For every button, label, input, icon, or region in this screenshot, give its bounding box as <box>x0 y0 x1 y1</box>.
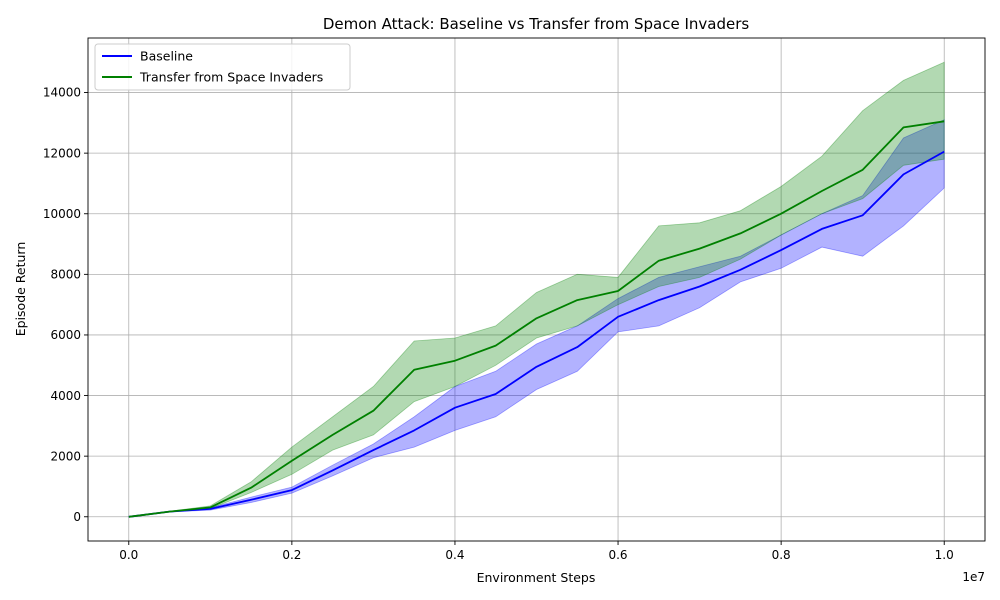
y-tick-label: 2000 <box>50 449 81 463</box>
x-tick-label: 0.2 <box>282 548 301 562</box>
y-tick-label: 8000 <box>50 268 81 282</box>
y-axis-ticks: 0 2000 4000 6000 8000 10000 12000 14000 <box>43 86 88 524</box>
legend-label-baseline: Baseline <box>140 49 193 64</box>
x-axis-label: Environment Steps <box>477 570 596 585</box>
x-axis-offset-label: 1e7 <box>962 570 985 584</box>
y-tick-label: 10000 <box>43 207 81 221</box>
x-tick-label: 0.0 <box>119 548 138 562</box>
baseline-band <box>128 119 945 518</box>
plot-frame <box>87 37 986 542</box>
y-axis-label: Episode Return <box>13 242 28 337</box>
transfer-band <box>128 61 945 518</box>
x-tick-label: 0.4 <box>445 548 464 562</box>
grid <box>88 38 985 541</box>
x-tick-label: 0.8 <box>772 548 791 562</box>
y-tick-label: 4000 <box>50 389 81 403</box>
x-tick-label: 0.6 <box>608 548 627 562</box>
x-tick-label: 1.0 <box>935 548 954 562</box>
y-tick-label: 0 <box>73 510 81 524</box>
y-tick-label: 12000 <box>43 146 81 160</box>
legend-box <box>94 43 351 91</box>
y-tick-label: 6000 <box>50 328 81 342</box>
transfer-line <box>128 120 945 518</box>
legend-label-transfer: Transfer from Space Invaders <box>139 70 323 85</box>
baseline-line <box>128 150 945 518</box>
chart-title: Demon Attack: Baseline vs Transfer from … <box>323 15 750 33</box>
legend: Baseline Transfer from Space Invaders <box>94 43 351 91</box>
confidence-bands <box>128 61 945 518</box>
y-tick-label: 14000 <box>43 86 81 100</box>
series-lines <box>128 120 945 518</box>
x-axis-ticks: 0.0 0.2 0.4 0.6 0.8 1.0 <box>119 541 954 562</box>
